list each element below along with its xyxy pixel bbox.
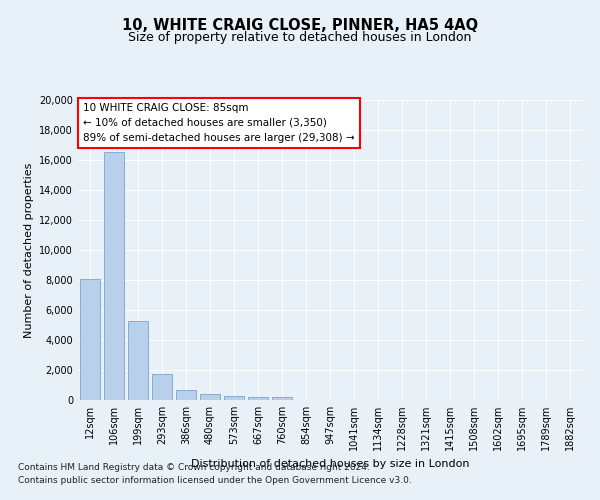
Bar — [104, 152, 124, 400]
Bar — [80, 278, 100, 400]
Bar — [200, 394, 220, 400]
Y-axis label: Number of detached properties: Number of detached properties — [24, 162, 34, 338]
Bar — [128, 320, 148, 400]
Text: Size of property relative to detached houses in London: Size of property relative to detached ho… — [128, 31, 472, 44]
Bar — [248, 396, 268, 400]
Text: 10, WHITE CRAIG CLOSE, PINNER, HA5 4AQ: 10, WHITE CRAIG CLOSE, PINNER, HA5 4AQ — [122, 18, 478, 32]
Text: Contains public sector information licensed under the Open Government Licence v3: Contains public sector information licen… — [18, 476, 412, 485]
Text: Contains HM Land Registry data © Crown copyright and database right 2024.: Contains HM Land Registry data © Crown c… — [18, 464, 370, 472]
Bar — [224, 396, 244, 400]
Bar — [272, 397, 292, 400]
Text: 10 WHITE CRAIG CLOSE: 85sqm
← 10% of detached houses are smaller (3,350)
89% of : 10 WHITE CRAIG CLOSE: 85sqm ← 10% of det… — [83, 103, 355, 142]
Bar — [152, 374, 172, 400]
X-axis label: Distribution of detached houses by size in London: Distribution of detached houses by size … — [191, 458, 469, 468]
Bar — [176, 390, 196, 400]
